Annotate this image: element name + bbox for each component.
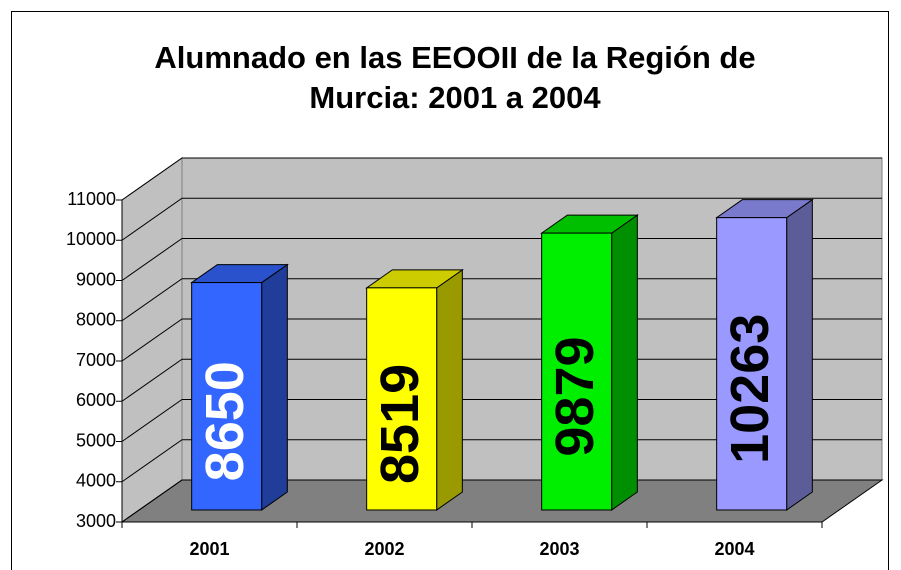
grid-line bbox=[121, 197, 882, 241]
y-tick-label: 6000 bbox=[76, 390, 116, 410]
y-tick-label: 11000 bbox=[67, 189, 116, 209]
bar-front bbox=[716, 217, 788, 511]
y-tick-label: 10000 bbox=[66, 229, 116, 249]
grid-line bbox=[121, 318, 882, 362]
bar: 8519 bbox=[365, 268, 464, 511]
value-label: 9879 bbox=[545, 336, 605, 456]
grid-line bbox=[121, 238, 882, 281]
grid-line bbox=[121, 278, 882, 322]
grid-line bbox=[121, 157, 882, 201]
y-tick-label: 4000 bbox=[76, 471, 116, 491]
x-tick-label: 2002 bbox=[364, 539, 404, 559]
bar: 8650 bbox=[190, 263, 289, 511]
y-tick-label: 9000 bbox=[76, 269, 116, 289]
y-tick-label: 5000 bbox=[76, 430, 116, 450]
bar-side bbox=[786, 198, 813, 511]
bar-side bbox=[436, 268, 463, 511]
value-label: 8519 bbox=[370, 364, 430, 484]
value-label: 8650 bbox=[195, 361, 255, 481]
bar: 9879 bbox=[540, 214, 639, 511]
bar: 10263 bbox=[715, 198, 814, 511]
bar-side bbox=[261, 263, 288, 511]
bar-front bbox=[541, 232, 613, 511]
value-label: 10263 bbox=[720, 314, 780, 464]
x-tick-label: 2001 bbox=[189, 539, 229, 559]
x-tick-label: 2003 bbox=[539, 539, 579, 559]
grid-line bbox=[121, 358, 882, 402]
x-tick-label: 2004 bbox=[714, 539, 754, 559]
chart-title: Alumnado en las EEOOII de la Región de bbox=[154, 40, 755, 75]
y-tick-label: 3000 bbox=[76, 511, 116, 531]
bar-front bbox=[366, 287, 438, 511]
bar-side bbox=[611, 214, 638, 511]
grid-line bbox=[121, 479, 882, 523]
grid-line bbox=[121, 439, 882, 483]
grid-line bbox=[121, 399, 882, 442]
y-tick-label: 7000 bbox=[76, 350, 116, 370]
y-tick-label: 8000 bbox=[76, 310, 116, 330]
bar-front bbox=[191, 282, 263, 511]
chart-subtitle: Murcia: 2001 a 2004 bbox=[309, 80, 601, 115]
